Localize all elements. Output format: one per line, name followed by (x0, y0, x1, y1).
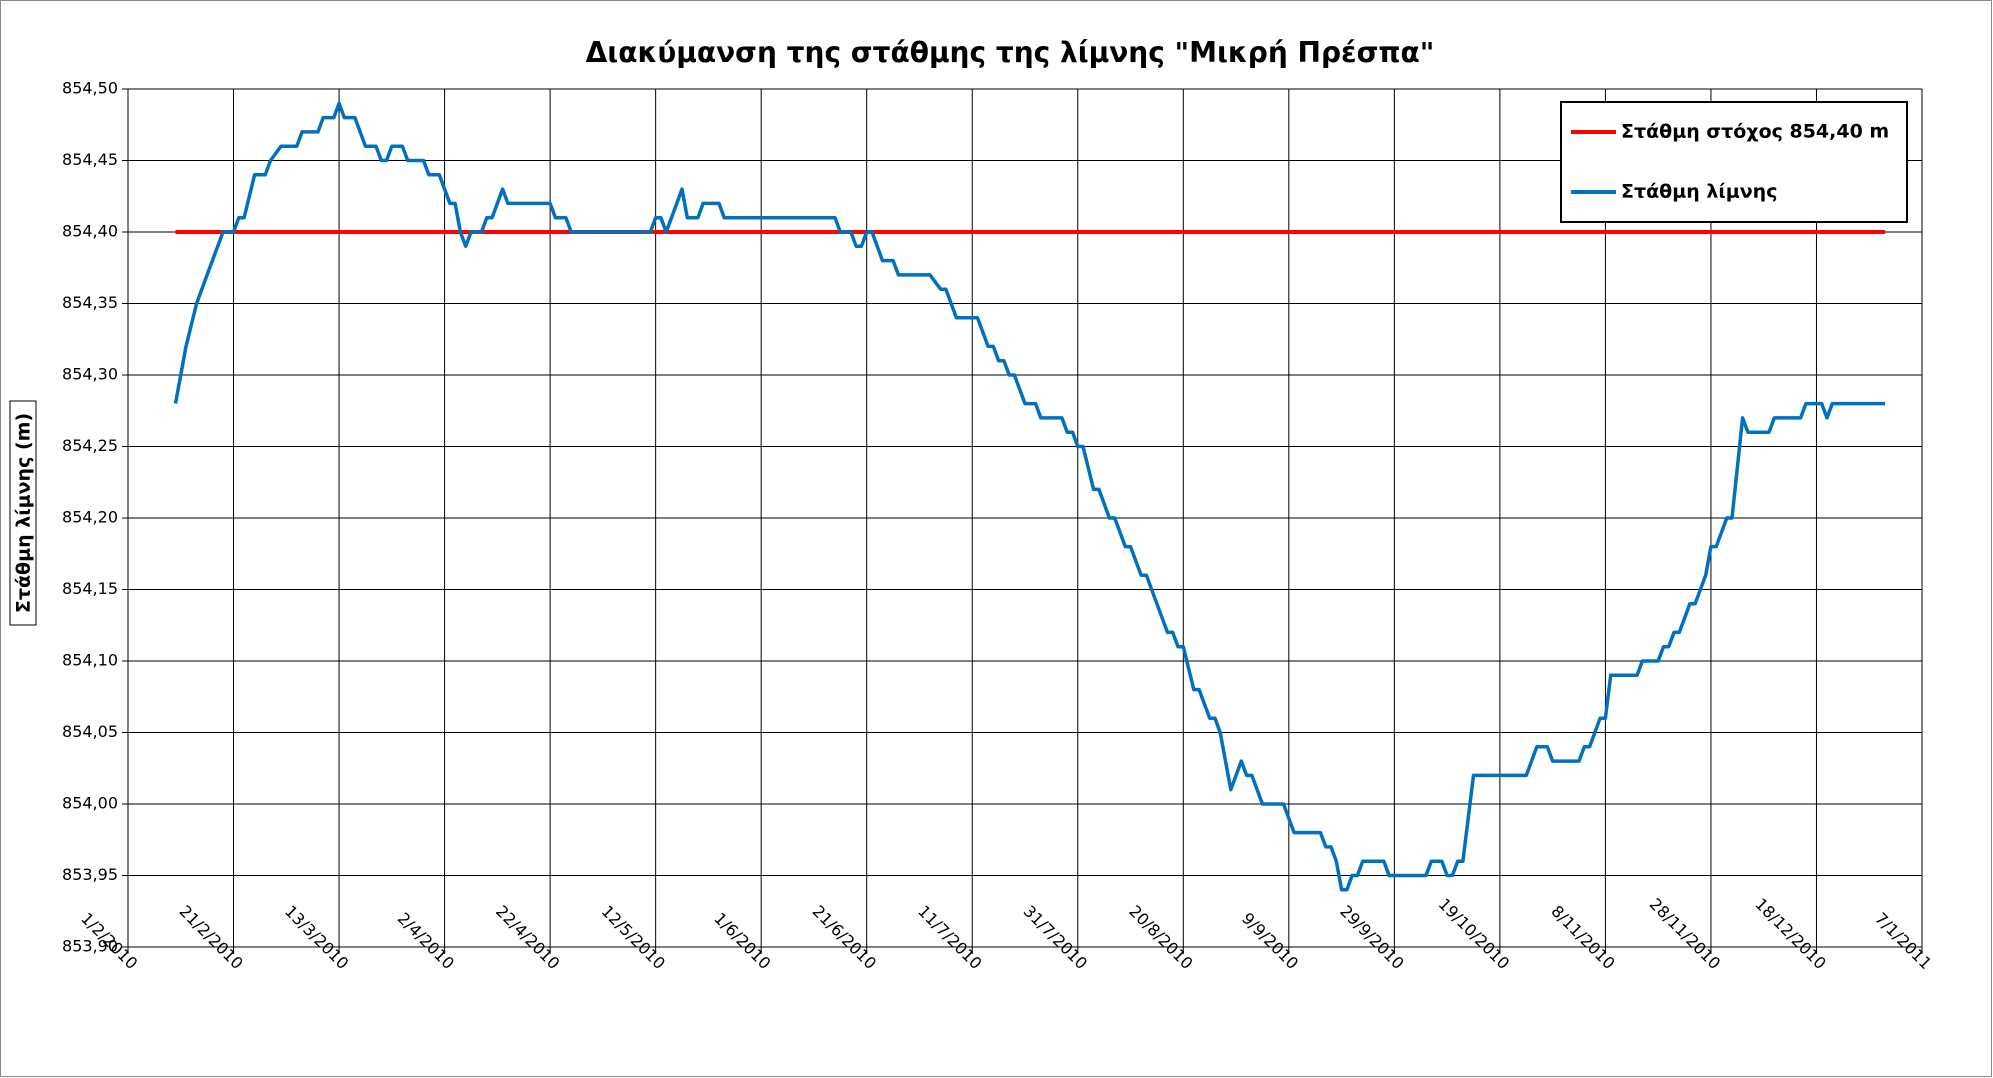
y-tick-label: 854,05 (62, 722, 118, 741)
y-tick-label: 853,90 (62, 937, 118, 956)
y-tick-label: 854,25 (62, 436, 118, 455)
y-axis-label: Στάθμη λίμνης (m) (13, 413, 35, 613)
y-tick-label: 853,95 (62, 865, 118, 884)
y-tick-label: 854,30 (62, 365, 118, 384)
y-tick-label: 854,10 (62, 651, 118, 670)
y-label-box (9, 400, 37, 626)
y-tick-label: 854,15 (62, 579, 118, 598)
legend-label: Στάθμη λίμνης (1621, 181, 1777, 203)
chart-title: Διακύμανση της στάθμης της λίμνης "Μικρή… (586, 36, 1435, 69)
y-tick-label: 854,20 (62, 508, 118, 527)
legend-label: Στάθμη στόχος 854,40 m (1621, 121, 1889, 143)
y-tick-label: 854,40 (62, 222, 118, 241)
y-tick-label: 854,50 (62, 79, 118, 98)
y-tick-label: 854,45 (62, 150, 118, 169)
data-line (173, 101, 1886, 892)
y-label-group: Στάθμη λίμνης (m) (9, 400, 37, 626)
legend-box (1560, 101, 1908, 223)
y-tick-label: 854,35 (62, 293, 118, 312)
y-tick-label: 854,00 (62, 794, 118, 813)
